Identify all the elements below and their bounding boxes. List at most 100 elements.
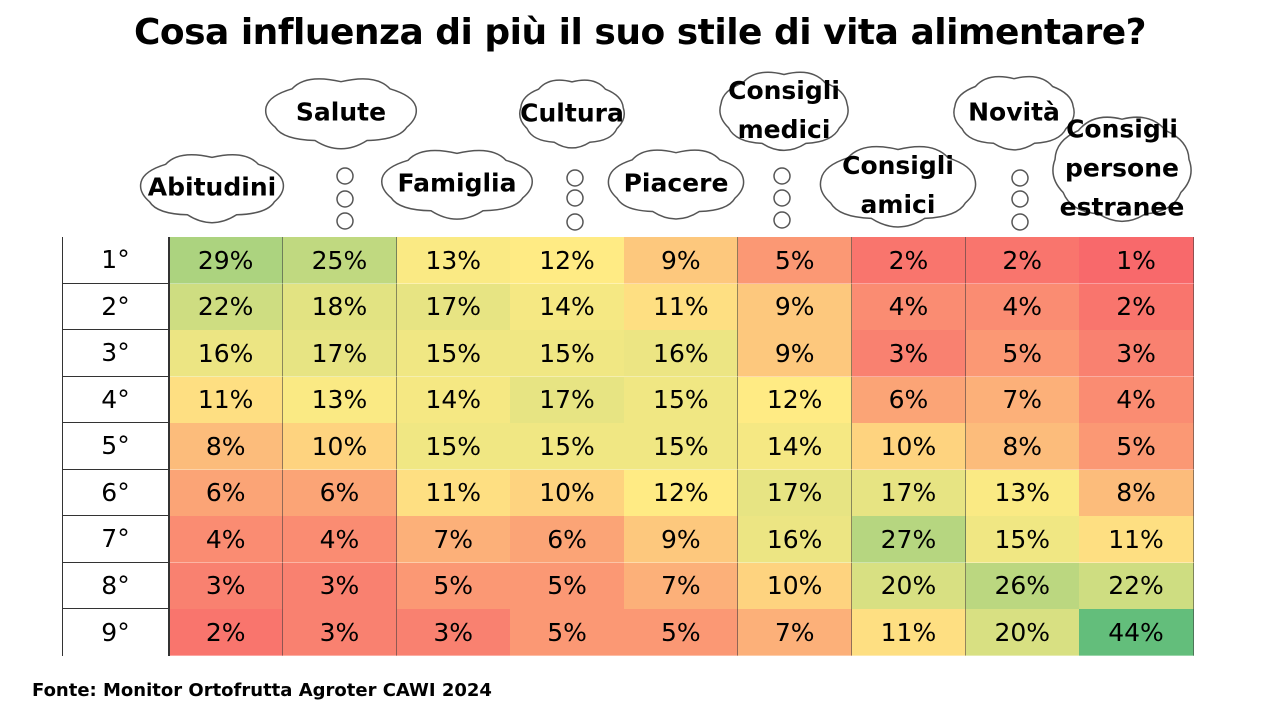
column-header-line: Cultura xyxy=(520,98,624,128)
column-header-line: persone xyxy=(1064,153,1179,183)
heatmap-cell: 5% xyxy=(396,562,511,610)
heatmap-cell: 7% xyxy=(965,376,1080,424)
heatmap-cell: 16% xyxy=(624,330,739,377)
column-header: Salute xyxy=(296,93,386,132)
cloud-shape xyxy=(819,145,977,228)
heatmap-cell: 17% xyxy=(282,330,398,377)
thought-bubble xyxy=(336,190,354,208)
table-divider xyxy=(169,237,170,656)
column-header: Abitudini xyxy=(148,168,276,207)
heatmap-cell: 12% xyxy=(738,376,853,424)
cloud-shape xyxy=(1052,116,1192,223)
heatmap-cell: 9% xyxy=(738,330,853,377)
heatmap-cell: 4% xyxy=(851,283,967,331)
heatmap-cell: 8% xyxy=(965,423,1080,470)
column-header-line: estranee xyxy=(1059,192,1185,222)
heatmap-cell: 26% xyxy=(965,562,1080,610)
heatmap-cell: 10% xyxy=(738,562,853,610)
heatmap-cell: 15% xyxy=(624,423,739,470)
heatmap-cell: 25% xyxy=(282,237,398,284)
heatmap-cell: 17% xyxy=(396,283,511,331)
thought-bubble xyxy=(566,213,584,231)
heatmap-cell: 20% xyxy=(851,562,967,610)
column-header-line: Piacere xyxy=(623,168,729,198)
heatmap-cell: 6% xyxy=(851,376,967,424)
heatmap-cell: 5% xyxy=(965,330,1080,377)
heatmap-cell: 3% xyxy=(169,562,284,610)
page-title: Cosa influenza di più il suo stile di vi… xyxy=(133,12,1147,53)
column-header: Consigli medici xyxy=(728,71,840,149)
rank-label: 1° xyxy=(63,237,168,284)
rank-label: 6° xyxy=(63,469,168,516)
thought-bubble xyxy=(773,167,791,185)
heatmap-cell: 5% xyxy=(510,562,625,610)
heatmap-cell: 15% xyxy=(624,376,739,424)
heatmap-cell: 10% xyxy=(282,423,398,470)
column-header-line: amici xyxy=(860,190,936,219)
column-header-line: Consigli xyxy=(728,76,840,105)
heatmap-cell: 11% xyxy=(1079,516,1194,563)
heatmap-cell: 4% xyxy=(169,516,284,563)
heatmap-cell: 22% xyxy=(169,283,284,331)
column-header: Consigli amici xyxy=(842,146,954,224)
column-header: Consigli persone estranee xyxy=(1060,110,1185,227)
heatmap-cell: 11% xyxy=(851,609,967,656)
heatmap-cell: 8% xyxy=(1079,469,1194,517)
cloud-shape xyxy=(719,71,849,152)
heatmap-cell: 6% xyxy=(510,516,625,563)
heatmap-cell: 4% xyxy=(1079,376,1194,424)
cloud-shape xyxy=(265,78,418,150)
cloud-shape xyxy=(953,75,1075,151)
heatmap-cell: 3% xyxy=(282,609,398,656)
heatmap-cell: 4% xyxy=(965,283,1080,331)
heatmap-cell: 17% xyxy=(851,469,967,517)
heatmap-cell: 2% xyxy=(1079,283,1194,331)
heatmap-cell: 44% xyxy=(1079,609,1194,656)
heatmap-cell: 4% xyxy=(282,516,398,563)
rank-label: 4° xyxy=(63,376,168,423)
column-header: Novità xyxy=(968,93,1060,132)
heatmap-cell: 15% xyxy=(510,423,625,470)
heatmap-cell: 16% xyxy=(738,516,853,563)
heatmap-cell: 2% xyxy=(965,237,1080,284)
rank-label: 3° xyxy=(63,330,168,377)
heatmap-cell: 5% xyxy=(1079,423,1194,470)
heatmap-cell: 3% xyxy=(851,330,967,377)
heatmap-cell: 9% xyxy=(624,237,739,284)
column-header-line: Novità xyxy=(968,97,1060,127)
heatmap-cell: 15% xyxy=(396,423,511,470)
heatmap-cell: 3% xyxy=(282,562,398,610)
thought-bubble xyxy=(566,169,584,187)
heatmap-cell: 6% xyxy=(282,469,398,517)
heatmap-cell: 11% xyxy=(169,376,284,424)
column-header: Famiglia xyxy=(397,164,516,203)
thought-bubble xyxy=(566,189,584,207)
column-header: Piacere xyxy=(624,164,729,203)
heatmap-cell: 14% xyxy=(738,423,853,470)
cloud-shape xyxy=(518,79,626,149)
thought-bubble xyxy=(1011,190,1029,208)
heatmap-cell: 10% xyxy=(851,423,967,470)
heatmap-cell: 9% xyxy=(624,516,739,563)
column-header-line: Abitudini xyxy=(147,172,277,202)
heatmap-cell: 17% xyxy=(510,376,625,424)
heatmap-cell: 13% xyxy=(396,237,511,284)
heatmap-cell: 15% xyxy=(396,330,511,377)
heatmap-cell: 5% xyxy=(738,237,853,284)
cloud-headers xyxy=(139,71,1192,231)
heatmap-cell: 2% xyxy=(851,237,967,284)
heatmap-cell: 3% xyxy=(1079,330,1194,377)
rank-label: 8° xyxy=(63,562,168,609)
heatmap-cell: 11% xyxy=(624,283,739,331)
heatmap-cell: 5% xyxy=(624,609,739,656)
rank-label: 2° xyxy=(63,283,168,330)
heatmap-cell: 15% xyxy=(510,330,625,377)
heatmap-cell: 10% xyxy=(510,469,625,517)
heatmap-cell: 17% xyxy=(738,469,853,517)
thought-bubble xyxy=(773,189,791,207)
heatmap-cell: 6% xyxy=(169,469,284,517)
heatmap-cell: 27% xyxy=(851,516,967,563)
heatmap-cell: 7% xyxy=(624,562,739,610)
rank-label: 7° xyxy=(63,516,168,563)
heatmap-cell: 9% xyxy=(738,283,853,331)
